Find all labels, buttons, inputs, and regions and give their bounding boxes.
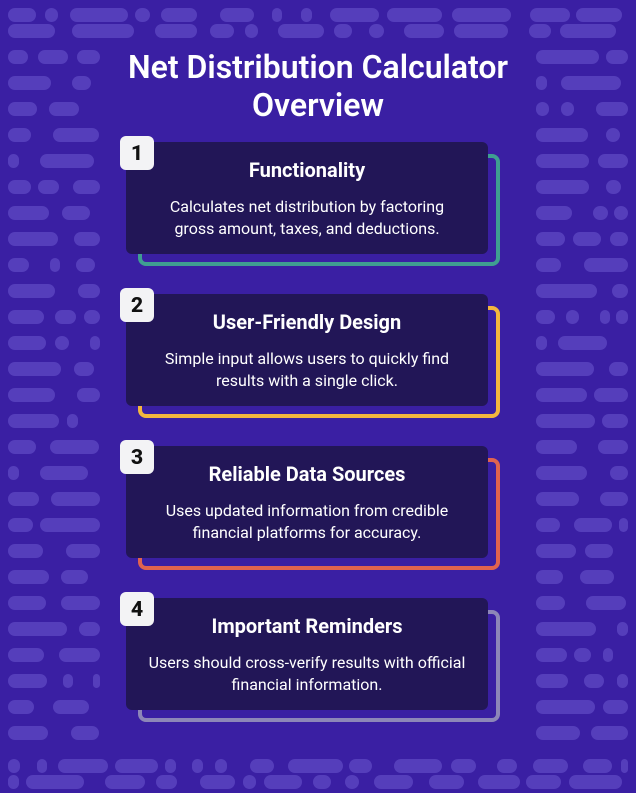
card-description: Calculates net distribution by factoring… [148,196,466,239]
card-3: Reliable Data Sources Uses updated inform… [126,446,500,570]
page-title: Net Distribution CalculatorOverview [0,48,636,124]
card-body-panel: Reliable Data Sources Uses updated inform… [126,446,488,558]
card-description: Users should cross-verify results with o… [148,652,466,695]
card-title: Functionality [148,158,466,182]
card-body-panel: Important Reminders Users should cross-ve… [126,598,488,710]
card-title: Important Reminders [148,614,466,638]
card-number-badge: 2 [120,288,154,322]
card-number-badge: 4 [120,592,154,626]
card-1: Functionality Calculates net distribution… [126,142,500,266]
card-title: User-Friendly Design [148,310,466,334]
card-title: Reliable Data Sources [148,462,466,486]
card-4: Important Reminders Users should cross-ve… [126,598,500,722]
card-number-badge: 3 [120,440,154,474]
card-number-badge: 1 [120,136,154,170]
card-description: Simple input allows users to quickly fin… [148,348,466,391]
card-2: User-Friendly Design Simple input allows … [126,294,500,418]
card-body-panel: Functionality Calculates net distribution… [126,142,488,254]
card-body-panel: User-Friendly Design Simple input allows … [126,294,488,406]
card-description: Uses updated information from credible f… [148,500,466,543]
